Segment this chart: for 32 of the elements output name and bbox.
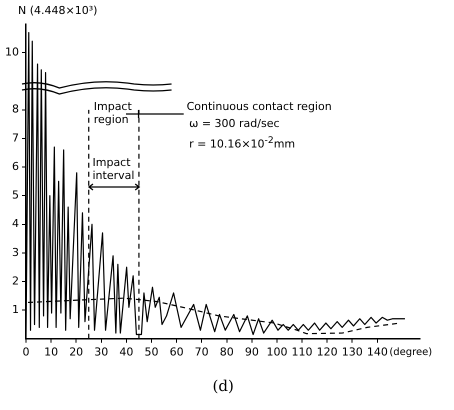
annotation: Impact interval bbox=[92, 156, 136, 182]
x-tick-label: 30 bbox=[94, 345, 108, 358]
annotation: Impact region bbox=[94, 100, 133, 126]
annotation: r = 10.16×10$^{-2}$mm bbox=[189, 134, 296, 151]
x-tick-label: 80 bbox=[220, 345, 234, 358]
y-tick-label: 3 bbox=[12, 246, 19, 259]
text: (d) bbox=[212, 377, 234, 395]
x-tick-label: 0 bbox=[22, 345, 30, 358]
x-tick-label: 10 bbox=[44, 345, 58, 358]
x-tick-label: 130 bbox=[342, 345, 363, 358]
x-tick-label: 60 bbox=[170, 345, 184, 358]
x-tick-label: 120 bbox=[316, 345, 338, 358]
x-tick-label: 40 bbox=[119, 345, 134, 358]
x-tick-label: 50 bbox=[144, 345, 158, 358]
annotation: ω = 300 rad/sec bbox=[189, 117, 280, 130]
x-tick-label: 90 bbox=[244, 345, 259, 358]
y-tick-label: 4 bbox=[12, 217, 19, 230]
y-tick-label: 7 bbox=[12, 131, 19, 144]
x-tick-label: 110 bbox=[292, 345, 313, 358]
y-tick-label: 8 bbox=[12, 102, 19, 116]
y-axis-title: N (4.448×10³) bbox=[18, 4, 98, 17]
y-tick-label: 1 bbox=[12, 303, 19, 316]
x-tick-label: 20 bbox=[69, 345, 84, 358]
x-tick-label: 140 bbox=[366, 345, 388, 358]
y-tick-label: 5 bbox=[12, 188, 19, 202]
y-tick-label: 2 bbox=[12, 274, 19, 288]
y-tick-label: 10 bbox=[4, 45, 19, 58]
x-axis-title: (degree) bbox=[389, 346, 432, 359]
annotation: Continuous contact region bbox=[186, 100, 332, 113]
x-tick-label: 100 bbox=[266, 345, 288, 358]
x-tick-label: 70 bbox=[194, 345, 209, 358]
y-tick-label: 6 bbox=[12, 160, 19, 173]
